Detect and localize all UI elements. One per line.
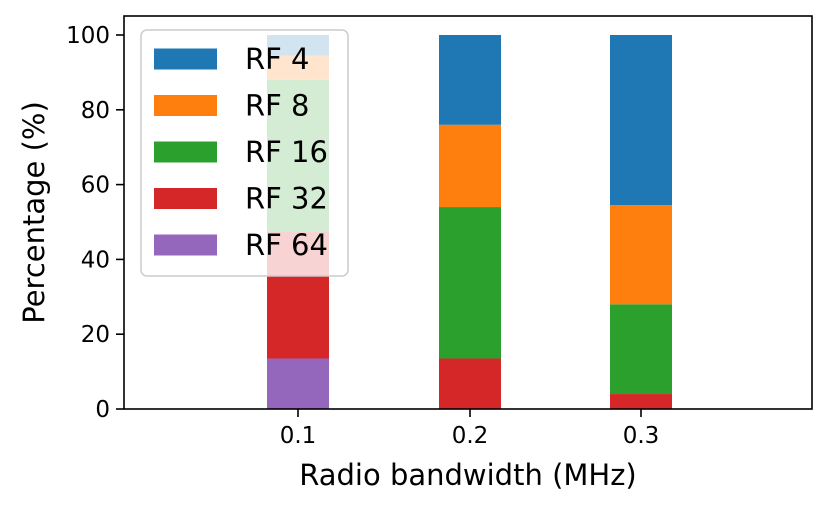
y-axis-ticks: 0 20 40 60 80 100 bbox=[66, 23, 124, 423]
legend-label-rf-4: RF 4 bbox=[245, 42, 310, 76]
legend-label-rf-8: RF 8 bbox=[245, 89, 310, 123]
bar-rf-64-0_1 bbox=[267, 358, 329, 409]
x-axis-label: Radio bandwidth (MHz) bbox=[299, 458, 637, 492]
bar-rf-8-0_2 bbox=[439, 124, 501, 208]
bar-rf-32-0_2 bbox=[439, 358, 501, 409]
bar-rf-4-0_3 bbox=[610, 35, 672, 206]
y-tick-label: 60 bbox=[81, 173, 110, 199]
legend-items: RF 4 RF 8 RF 16 RF 32 RF 64 bbox=[154, 42, 328, 262]
axes-layer bbox=[123, 15, 813, 410]
y-tick-label: 20 bbox=[81, 322, 110, 348]
y-tick-label: 0 bbox=[95, 397, 110, 423]
y-axis-label: Percentage (%) bbox=[17, 101, 51, 324]
legend-label-rf-64: RF 64 bbox=[245, 228, 328, 262]
bar-rf-16-0_2 bbox=[439, 207, 501, 359]
legend-swatch-rf-16 bbox=[154, 141, 217, 163]
legend-swatch-rf-4 bbox=[154, 48, 217, 70]
x-axis-ticks: 0.1 0.2 0.3 bbox=[280, 409, 660, 449]
legend-swatch-rf-32 bbox=[154, 188, 217, 209]
y-tick-label: 100 bbox=[66, 23, 110, 49]
legend: RF 4 RF 8 RF 16 RF 32 RF 64 bbox=[140, 29, 349, 277]
plot-frame bbox=[123, 15, 813, 410]
legend-label-rf-16: RF 16 bbox=[245, 135, 328, 169]
legend-label-rf-32: RF 32 bbox=[245, 182, 328, 216]
bar-rf-32-0_3 bbox=[610, 394, 672, 409]
x-tick-label: 0.2 bbox=[452, 423, 489, 449]
bar-rf-4-0_2 bbox=[439, 35, 501, 125]
bar-rf-16-0_3 bbox=[610, 304, 672, 395]
bar-rf-8-0_3 bbox=[610, 205, 672, 305]
x-tick-label: 0.1 bbox=[280, 423, 317, 449]
legend-frame bbox=[140, 29, 349, 277]
legend-swatch-rf-64 bbox=[154, 234, 217, 256]
y-tick-label: 40 bbox=[81, 247, 110, 273]
legend-swatch-rf-8 bbox=[154, 95, 217, 116]
y-tick-label: 80 bbox=[81, 98, 110, 124]
x-tick-label: 0.3 bbox=[623, 423, 660, 449]
